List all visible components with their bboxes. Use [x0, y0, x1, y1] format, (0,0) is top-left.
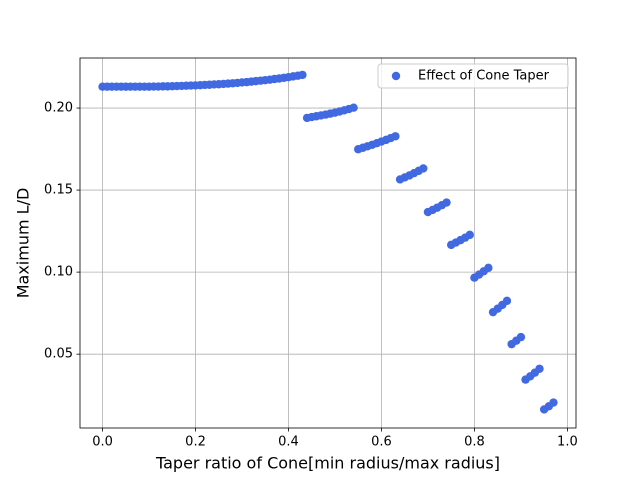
legend-marker — [391, 71, 401, 81]
legend-box — [377, 63, 569, 89]
x-axis-label: Taper ratio of Cone[min radius/max radiu… — [155, 454, 500, 473]
point — [419, 164, 428, 173]
x-tick-label: 0.2 — [185, 435, 206, 450]
point — [442, 198, 451, 207]
point — [535, 364, 544, 373]
point — [484, 263, 493, 273]
y-tick-label: 0.15 — [44, 183, 73, 198]
y-tick-label: 0.20 — [44, 101, 73, 116]
point — [516, 332, 526, 342]
legend-label: Effect of Cone Taper — [418, 69, 550, 84]
point — [502, 296, 512, 306]
plot-frame — [79, 57, 577, 429]
x-tick-label: 0.4 — [278, 435, 299, 450]
x-tick-label: 0.6 — [371, 435, 392, 450]
y-tick-label: 0.05 — [44, 347, 73, 362]
y-tick-label: 0.10 — [44, 265, 73, 280]
x-tick-label: 1.0 — [557, 435, 578, 450]
point — [349, 103, 358, 112]
y-axis-label: Maximum L/D — [14, 188, 33, 299]
point — [391, 132, 400, 141]
x-tick-label: 0.8 — [464, 435, 485, 450]
point — [465, 230, 474, 240]
point — [549, 398, 558, 407]
grid — [80, 58, 576, 428]
point — [298, 70, 307, 80]
x-tick-label: 0.0 — [92, 435, 113, 450]
